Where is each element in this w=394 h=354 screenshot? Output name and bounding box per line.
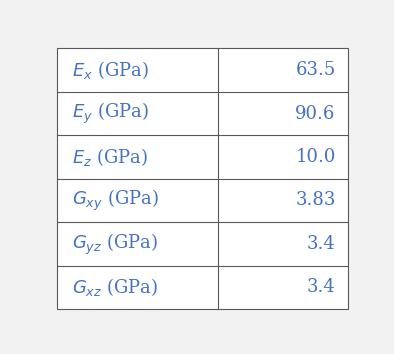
Bar [57, 266, 218, 309]
Bar [218, 92, 348, 135]
Text: $\mathit{G}_{xz}$ (GPa): $\mathit{G}_{xz}$ (GPa) [72, 276, 158, 298]
Text: 3.4: 3.4 [307, 235, 336, 253]
Text: 63.5: 63.5 [296, 61, 336, 79]
Bar [57, 135, 218, 179]
Text: $\mathit{G}_{xy}$ (GPa): $\mathit{G}_{xy}$ (GPa) [72, 188, 159, 213]
Bar [218, 135, 348, 179]
Bar [218, 48, 348, 92]
Bar [57, 179, 218, 222]
Text: $\mathit{E}_{y}$ (GPa): $\mathit{E}_{y}$ (GPa) [72, 101, 149, 126]
Bar [57, 48, 218, 92]
Text: 10.0: 10.0 [295, 148, 336, 166]
Text: $\mathit{E}_{x}$ (GPa): $\mathit{E}_{x}$ (GPa) [72, 59, 149, 81]
Bar [57, 92, 218, 135]
Bar [57, 222, 218, 266]
Bar [218, 179, 348, 222]
Bar [218, 222, 348, 266]
Text: 3.4: 3.4 [307, 278, 336, 296]
Text: 90.6: 90.6 [295, 105, 336, 122]
Text: $\mathit{E}_{z}$ (GPa): $\mathit{E}_{z}$ (GPa) [72, 146, 148, 168]
Bar [218, 266, 348, 309]
Text: 3.83: 3.83 [295, 192, 336, 210]
Text: $\mathit{G}_{yz}$ (GPa): $\mathit{G}_{yz}$ (GPa) [72, 231, 158, 257]
